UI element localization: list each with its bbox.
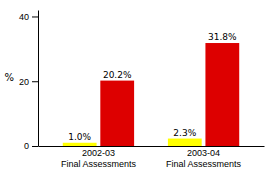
x-tick-label-line: 2003-04 [187, 148, 220, 158]
bar [168, 139, 202, 146]
data-label: 31.8% [208, 32, 237, 42]
y-axis: 0 20 40 [19, 11, 39, 152]
x-axis: 2002-03Final Assessments2003-04Final Ass… [39, 147, 265, 169]
data-labels: 1.0% 2.3% 20.2% 31.8% [68, 32, 237, 142]
bars [63, 43, 239, 146]
y-tick-label: 20 [19, 77, 29, 87]
x-tick-label-line: 2002-03 [82, 148, 115, 158]
y-tick-label: 40 [19, 12, 29, 22]
data-label: 20.2% [103, 70, 132, 80]
y-tick-mark [32, 16, 38, 17]
bar [63, 143, 97, 146]
y-tick: 40 [19, 12, 38, 22]
y-tick-mark [32, 81, 38, 82]
x-tick-label: 2003-04Final Assessments [166, 148, 242, 168]
bar [205, 43, 239, 146]
x-tick: 2002-03Final Assessments [61, 148, 137, 168]
data-label: 2.3% [173, 128, 196, 138]
x-axis-line [39, 146, 265, 147]
plot: 1.0%2.3%20.2%31.8%020402002-03Final Asse… [4, 11, 264, 169]
x-tick: 2003-04Final Assessments [166, 148, 242, 168]
y-axis-line [38, 11, 39, 147]
data-label: 1.0% [68, 132, 91, 142]
x-tick-label-line: Final Assessments [166, 159, 242, 169]
x-tick-label: 2002-03Final Assessments [61, 148, 137, 168]
bar [100, 81, 134, 146]
y-tick-mark [32, 146, 38, 147]
y-axis-title: % [4, 72, 14, 83]
x-tick-label-line: Final Assessments [61, 159, 137, 169]
y-tick-label: 0 [24, 141, 29, 151]
y-tick: 20 [19, 77, 38, 87]
chart: 1.0%2.3%20.2%31.8%020402002-03Final Asse… [0, 0, 272, 176]
y-tick: 0 [24, 141, 38, 151]
